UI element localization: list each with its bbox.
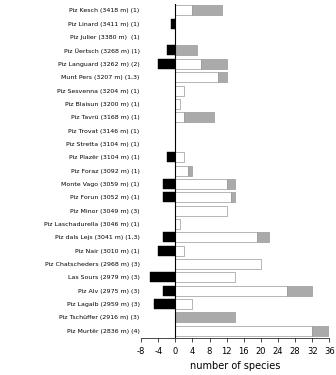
- Bar: [175, 86, 184, 96]
- Bar: [175, 272, 235, 282]
- Bar: [312, 326, 329, 336]
- Bar: [150, 272, 175, 282]
- Bar: [163, 232, 175, 242]
- Bar: [227, 179, 235, 189]
- Bar: [175, 5, 193, 15]
- Bar: [167, 152, 175, 162]
- Bar: [167, 45, 175, 56]
- Bar: [175, 99, 180, 109]
- Bar: [175, 166, 188, 176]
- Bar: [188, 166, 193, 176]
- Bar: [163, 286, 175, 296]
- Bar: [175, 286, 287, 296]
- Bar: [193, 5, 222, 15]
- Bar: [158, 246, 175, 256]
- X-axis label: number of species: number of species: [190, 361, 280, 371]
- Bar: [175, 259, 261, 269]
- Bar: [171, 19, 175, 29]
- Bar: [287, 286, 312, 296]
- Bar: [218, 72, 227, 82]
- Bar: [175, 299, 193, 309]
- Bar: [175, 72, 218, 82]
- Bar: [175, 59, 201, 69]
- Bar: [201, 59, 227, 69]
- Bar: [175, 45, 197, 56]
- Bar: [175, 312, 235, 322]
- Bar: [257, 232, 269, 242]
- Bar: [163, 179, 175, 189]
- Bar: [175, 246, 184, 256]
- Bar: [175, 179, 227, 189]
- Bar: [231, 192, 235, 202]
- Bar: [175, 219, 180, 229]
- Bar: [184, 112, 214, 122]
- Bar: [175, 152, 184, 162]
- Bar: [154, 299, 175, 309]
- Bar: [163, 192, 175, 202]
- Bar: [175, 192, 231, 202]
- Bar: [175, 206, 227, 216]
- Bar: [175, 112, 184, 122]
- Bar: [175, 326, 312, 336]
- Bar: [158, 59, 175, 69]
- Bar: [175, 232, 257, 242]
